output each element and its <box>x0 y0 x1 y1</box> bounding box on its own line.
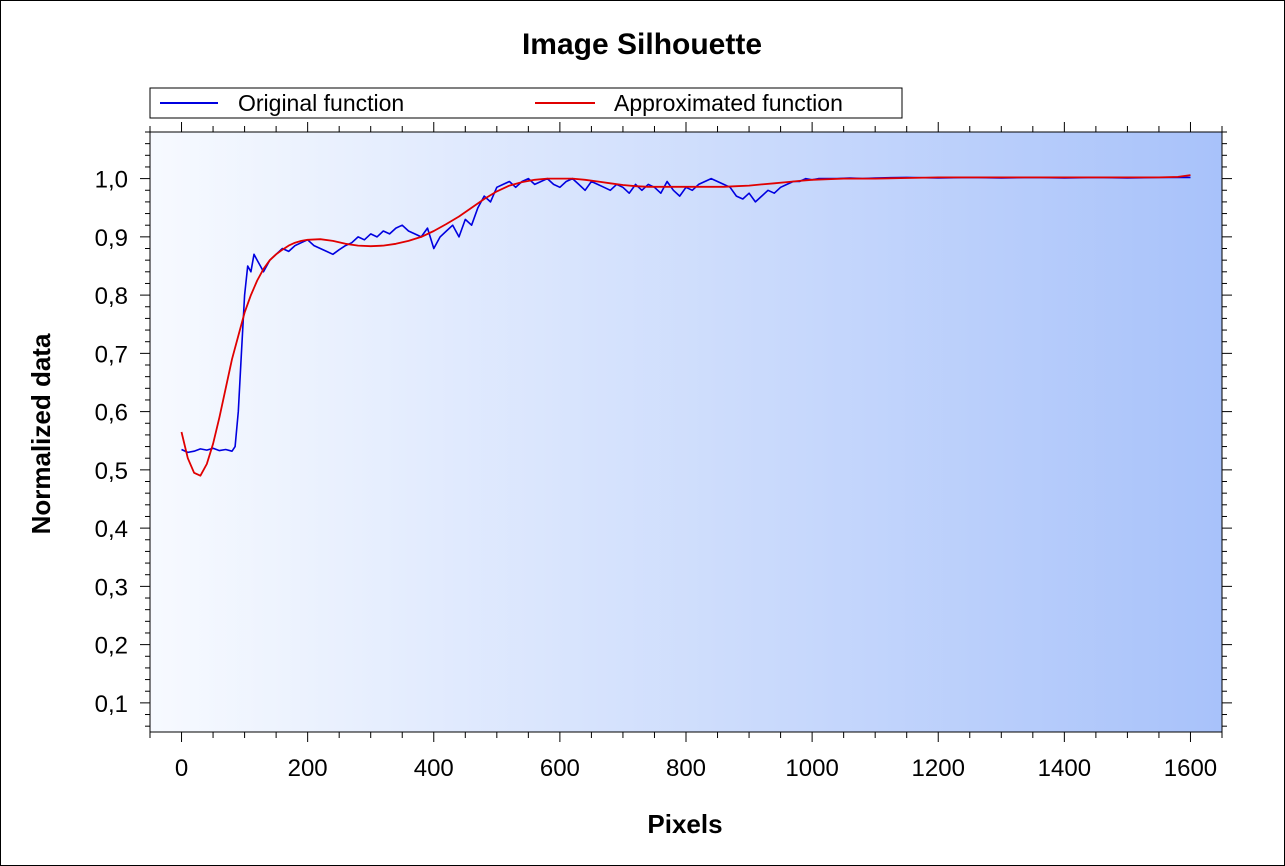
y-tick-label: 0,6 <box>95 400 128 427</box>
x-tick-label: 1000 <box>785 755 838 782</box>
x-tick-label: 1200 <box>912 755 965 782</box>
plot-area <box>149 131 1223 733</box>
axes-ticks <box>140 122 1232 742</box>
x-tick-label: 1600 <box>1164 755 1217 782</box>
chart-title: Image Silhouette <box>522 28 762 61</box>
axes-tick-labels: 0 200 400 600 800 1000 1200 1400 1600 0,1 0,2 0,3 0,… <box>95 167 1218 782</box>
x-axis-title: Pixels <box>647 809 722 839</box>
y-axis-title: Normalized data <box>26 333 56 534</box>
x-tick-label: 800 <box>666 755 706 782</box>
y-tick-label: 0,2 <box>95 633 128 660</box>
x-tick-label: 400 <box>414 755 454 782</box>
y-tick-label: 0,9 <box>95 225 128 252</box>
x-tick-label: 200 <box>288 755 328 782</box>
x-tick-label: 1400 <box>1038 755 1091 782</box>
x-tick-label: 600 <box>540 755 580 782</box>
legend-box <box>149 87 903 119</box>
legend-label-approximated: Approximated function <box>614 90 843 116</box>
y-tick-label: 0,3 <box>95 574 128 601</box>
legend-label-original: Original function <box>238 90 404 116</box>
y-tick-label: 0,5 <box>95 458 128 485</box>
y-tick-label: 0,4 <box>95 516 128 543</box>
x-tick-label: 0 <box>175 755 188 782</box>
y-tick-label: 0,1 <box>95 691 128 718</box>
series-line-approximated <box>180 174 1191 477</box>
y-tick-label: 0,7 <box>95 341 128 368</box>
y-tick-label: 0,8 <box>95 283 128 310</box>
legend: Original function Approximated function <box>149 87 903 119</box>
y-tick-label: 1,0 <box>95 167 128 194</box>
series-group <box>180 174 1191 477</box>
